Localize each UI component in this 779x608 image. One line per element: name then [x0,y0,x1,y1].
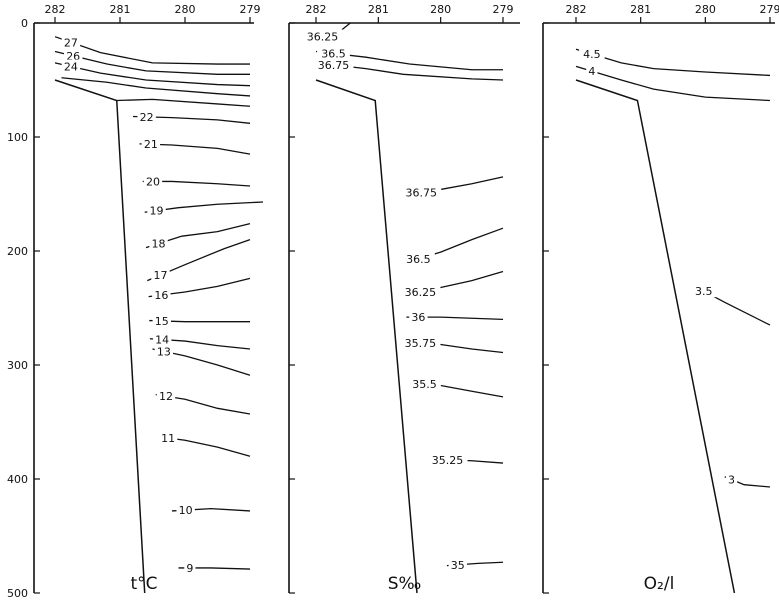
x-tick-label: 280 [695,3,716,16]
y-tick-label: 0 [21,17,28,30]
isoline-label: 21 [144,138,158,151]
x-tick-label: 280 [430,3,451,16]
isoline-label: 9 [186,562,193,575]
isoline-label: 18 [152,238,166,251]
station-depth-line [576,80,734,593]
isoline-label: 16 [154,289,168,302]
isoline-label: 35.25 [432,454,464,467]
isoline-label: 13 [157,345,171,358]
isoline-label: 35.75 [405,337,437,350]
isoline-label: 20 [146,175,160,188]
isoline-label: 36.5 [406,253,431,266]
y-tick-label: 400 [7,473,28,486]
isoline-label: 35.5 [412,378,437,391]
x-tick-label: 282 [566,3,587,16]
station-depth-line [55,80,145,593]
isoline-label: 36.75 [405,186,437,199]
isoline-label: 4.5 [583,48,601,61]
isoline-label: 3.5 [695,285,713,298]
panel-title: t°C [130,574,157,594]
panel-3: 282 281 280 279 4.5 4 3.5 3 O₂/l [543,3,779,594]
isoline-label: 17 [153,269,167,282]
isoline-label: 4 [588,65,595,78]
isoline-label: 11 [161,432,175,445]
x-tick-label: 281 [110,3,131,16]
isoline-label: 12 [159,390,173,403]
isoline-label: 36.25 [307,30,339,43]
isoline [576,66,770,100]
x-tick-label: 280 [175,3,196,16]
y-tick-label: 500 [7,587,28,600]
panel-title: S‰ [388,574,422,594]
x-tick-label: 279 [240,3,261,16]
isoline [117,99,250,106]
isoline-label: 24 [64,60,78,73]
isoline-label: 15 [155,315,169,328]
isoline [576,49,770,75]
panel-title: O₂/l [644,574,675,594]
x-tick-label: 279 [493,3,514,16]
isoline-label: 36.25 [405,286,437,299]
isoline [55,37,250,64]
x-tick-label: 281 [368,3,389,16]
isoline-label: 19 [150,205,164,218]
y-tick-label: 200 [7,245,28,258]
isoline-label: 10 [179,504,193,517]
isoline-label: 36.75 [318,59,350,72]
isoline-label: 36 [411,311,425,324]
x-tick-label: 282 [45,3,66,16]
isoline-label: 35 [451,559,465,572]
y-tick-label: 100 [7,131,28,144]
x-tick-label: 282 [306,3,327,16]
y-tick-label: 300 [7,359,28,372]
isoline-label: 27 [64,36,78,49]
x-tick-label: 279 [760,3,779,16]
x-tick-label: 281 [630,3,651,16]
isoline-label: 3 [728,474,735,487]
isoline-label: 22 [140,111,154,124]
